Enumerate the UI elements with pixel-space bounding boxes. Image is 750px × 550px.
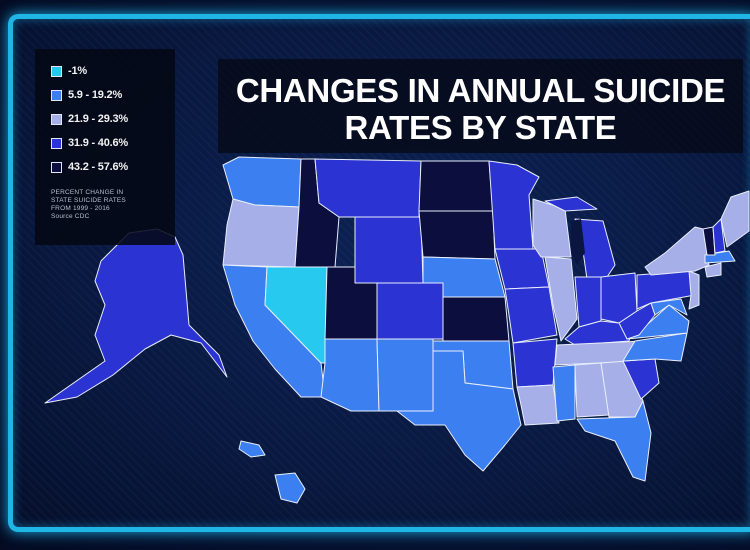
state-CO <box>376 282 444 340</box>
state-IN <box>574 276 602 328</box>
lake-michigan <box>571 219 585 265</box>
state-HI-islands <box>238 440 266 458</box>
state-MD <box>650 298 688 316</box>
legend-swatch <box>51 65 62 77</box>
title-line-1: CHANGES IN ANNUAL SUICIDE <box>235 72 726 109</box>
legend-label: 21.9 - 29.3% <box>68 113 128 125</box>
state-OR <box>222 198 300 268</box>
title-line-2: RATES BY STATE <box>344 109 617 146</box>
state-ND <box>418 160 494 212</box>
chart-title: CHANGES IN ANNUAL SUICIDE RATES BY STATE <box>218 72 743 146</box>
state-MS <box>552 364 576 422</box>
legend-label: 5.9 - 19.2% <box>68 89 123 101</box>
state-LA <box>516 384 560 426</box>
legend-label: 31.9 - 40.6% <box>68 137 128 149</box>
us-map <box>44 156 750 504</box>
state-MO <box>504 286 558 344</box>
legend-item: 21.9 - 29.3% <box>51 111 128 127</box>
screen-frame: -1% 5.9 - 19.2% 21.9 - 29.3% 31.9 - 40.6… <box>8 14 750 532</box>
state-NY <box>644 226 710 276</box>
legend-swatch <box>51 137 62 149</box>
legend-source: Source CDC <box>51 213 90 220</box>
state-AK <box>44 228 228 404</box>
state-HI <box>274 472 306 504</box>
legend: -1% 5.9 - 19.2% 21.9 - 29.3% 31.9 - 40.6… <box>35 49 175 245</box>
legend-label: 43.2 - 57.6% <box>68 161 128 173</box>
legend-note-line: PERCENT CHANGE IN <box>51 189 124 196</box>
state-AZ <box>320 338 380 412</box>
state-SD <box>418 210 496 260</box>
state-ME <box>720 190 750 248</box>
legend-swatch <box>51 113 62 125</box>
legend-note: PERCENT CHANGE IN STATE SUICIDE RATES FR… <box>51 189 169 221</box>
title-banner: CHANGES IN ANNUAL SUICIDE RATES BY STATE <box>218 59 743 153</box>
state-VT <box>702 226 716 256</box>
legend-swatch <box>51 161 62 173</box>
legend-label: -1% <box>68 65 87 77</box>
state-WY <box>354 216 424 284</box>
legend-item: 5.9 - 19.2% <box>51 87 122 103</box>
state-MT <box>314 158 422 218</box>
state-FL <box>576 400 652 482</box>
state-AR <box>512 338 558 388</box>
legend-note-line: STATE SUICIDE RATES <box>51 197 126 204</box>
state-NM <box>376 338 434 412</box>
state-NH <box>712 218 726 254</box>
state-IL <box>544 256 578 342</box>
legend-swatch <box>51 89 62 101</box>
state-MN <box>488 160 540 250</box>
legend-item: 31.9 - 40.6% <box>51 135 128 151</box>
legend-item: -1% <box>51 63 87 79</box>
legend-note-line: FROM 1999 - 2016 <box>51 205 110 212</box>
state-NJ <box>688 270 700 310</box>
legend-item: 43.2 - 57.6% <box>51 159 128 175</box>
state-TX <box>396 350 522 472</box>
state-MI-upper <box>544 196 598 212</box>
state-KS <box>442 296 510 342</box>
state-CT <box>704 262 722 278</box>
